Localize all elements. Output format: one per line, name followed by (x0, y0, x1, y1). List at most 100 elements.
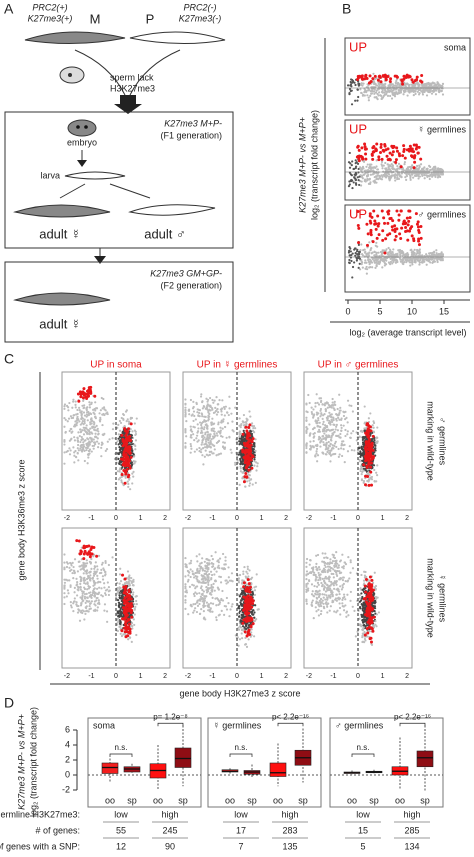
dot (119, 620, 122, 624)
dot (86, 446, 89, 450)
dot (64, 418, 67, 421)
dot (380, 160, 384, 163)
dot (202, 447, 205, 450)
dot (429, 168, 432, 172)
dot (399, 165, 403, 169)
dot (312, 436, 315, 439)
dot (250, 432, 254, 436)
dot (370, 441, 374, 445)
dot (386, 170, 389, 173)
dot (372, 72, 375, 75)
dot (203, 455, 206, 458)
dot (327, 447, 330, 450)
dot (347, 251, 351, 254)
dot (85, 448, 88, 452)
arrow (114, 95, 142, 114)
dot (359, 248, 362, 252)
dot (372, 453, 375, 456)
dot (83, 459, 86, 463)
dot (221, 435, 224, 438)
dot (118, 429, 122, 432)
dot (356, 224, 360, 228)
dot (116, 629, 119, 633)
dot (337, 447, 340, 451)
dot (348, 151, 351, 155)
dot (417, 93, 421, 96)
dot (405, 168, 408, 171)
dot (81, 600, 84, 603)
dot (418, 263, 421, 266)
dot (333, 408, 336, 411)
dot (350, 89, 353, 92)
dot (429, 165, 432, 168)
dot (441, 257, 444, 260)
dot (217, 423, 220, 426)
dot (81, 438, 84, 441)
dot (63, 566, 66, 569)
dot (200, 443, 203, 446)
dot (86, 406, 89, 409)
dot (400, 79, 404, 83)
generation: K27me3 M+P- (164, 118, 222, 128)
parent-label: M (90, 11, 101, 26)
dot (353, 248, 356, 251)
dot (119, 632, 122, 635)
dot (372, 420, 375, 423)
dot (87, 442, 90, 445)
dot (386, 163, 389, 166)
dot (417, 172, 421, 176)
dot (75, 583, 79, 586)
x-tick-label: 1 (381, 515, 385, 522)
dot (381, 91, 384, 94)
dot (92, 447, 95, 450)
dot (91, 426, 94, 429)
generation: (F2 generation) (160, 280, 222, 290)
stage-label: adult ♂ (144, 226, 186, 241)
worm (64, 171, 126, 180)
dot (82, 391, 86, 395)
dot (348, 261, 351, 265)
dot (193, 438, 196, 442)
dot (347, 185, 351, 188)
dot (371, 266, 374, 269)
dot (185, 420, 188, 423)
dot (225, 436, 228, 439)
dot (339, 406, 342, 409)
dot (431, 175, 434, 178)
dot (118, 470, 121, 473)
dot (323, 427, 327, 430)
dot (399, 237, 403, 241)
dot (79, 447, 82, 450)
dot (396, 177, 399, 181)
dot (97, 442, 100, 445)
x-tick-label: 15 (439, 306, 449, 316)
dot (246, 480, 249, 483)
dot (430, 92, 434, 95)
dot (85, 443, 89, 447)
dot (439, 167, 442, 171)
dot (90, 567, 93, 570)
dot (312, 408, 315, 411)
dot (390, 144, 394, 148)
dot (68, 439, 71, 442)
dot (242, 466, 245, 469)
dot (93, 587, 96, 590)
dot (328, 406, 331, 409)
dot (96, 437, 99, 440)
dot (370, 153, 374, 157)
dot (200, 393, 203, 396)
dot (331, 433, 335, 436)
dot (97, 446, 100, 449)
dot (213, 444, 216, 448)
dot (97, 554, 101, 557)
dot (428, 258, 431, 262)
dot (387, 253, 390, 256)
dot (371, 173, 374, 176)
dot (89, 562, 92, 565)
dot (184, 406, 187, 409)
dot (81, 417, 84, 420)
dot (76, 570, 80, 573)
dot (333, 400, 336, 403)
dot (441, 82, 445, 85)
dot (88, 608, 91, 611)
